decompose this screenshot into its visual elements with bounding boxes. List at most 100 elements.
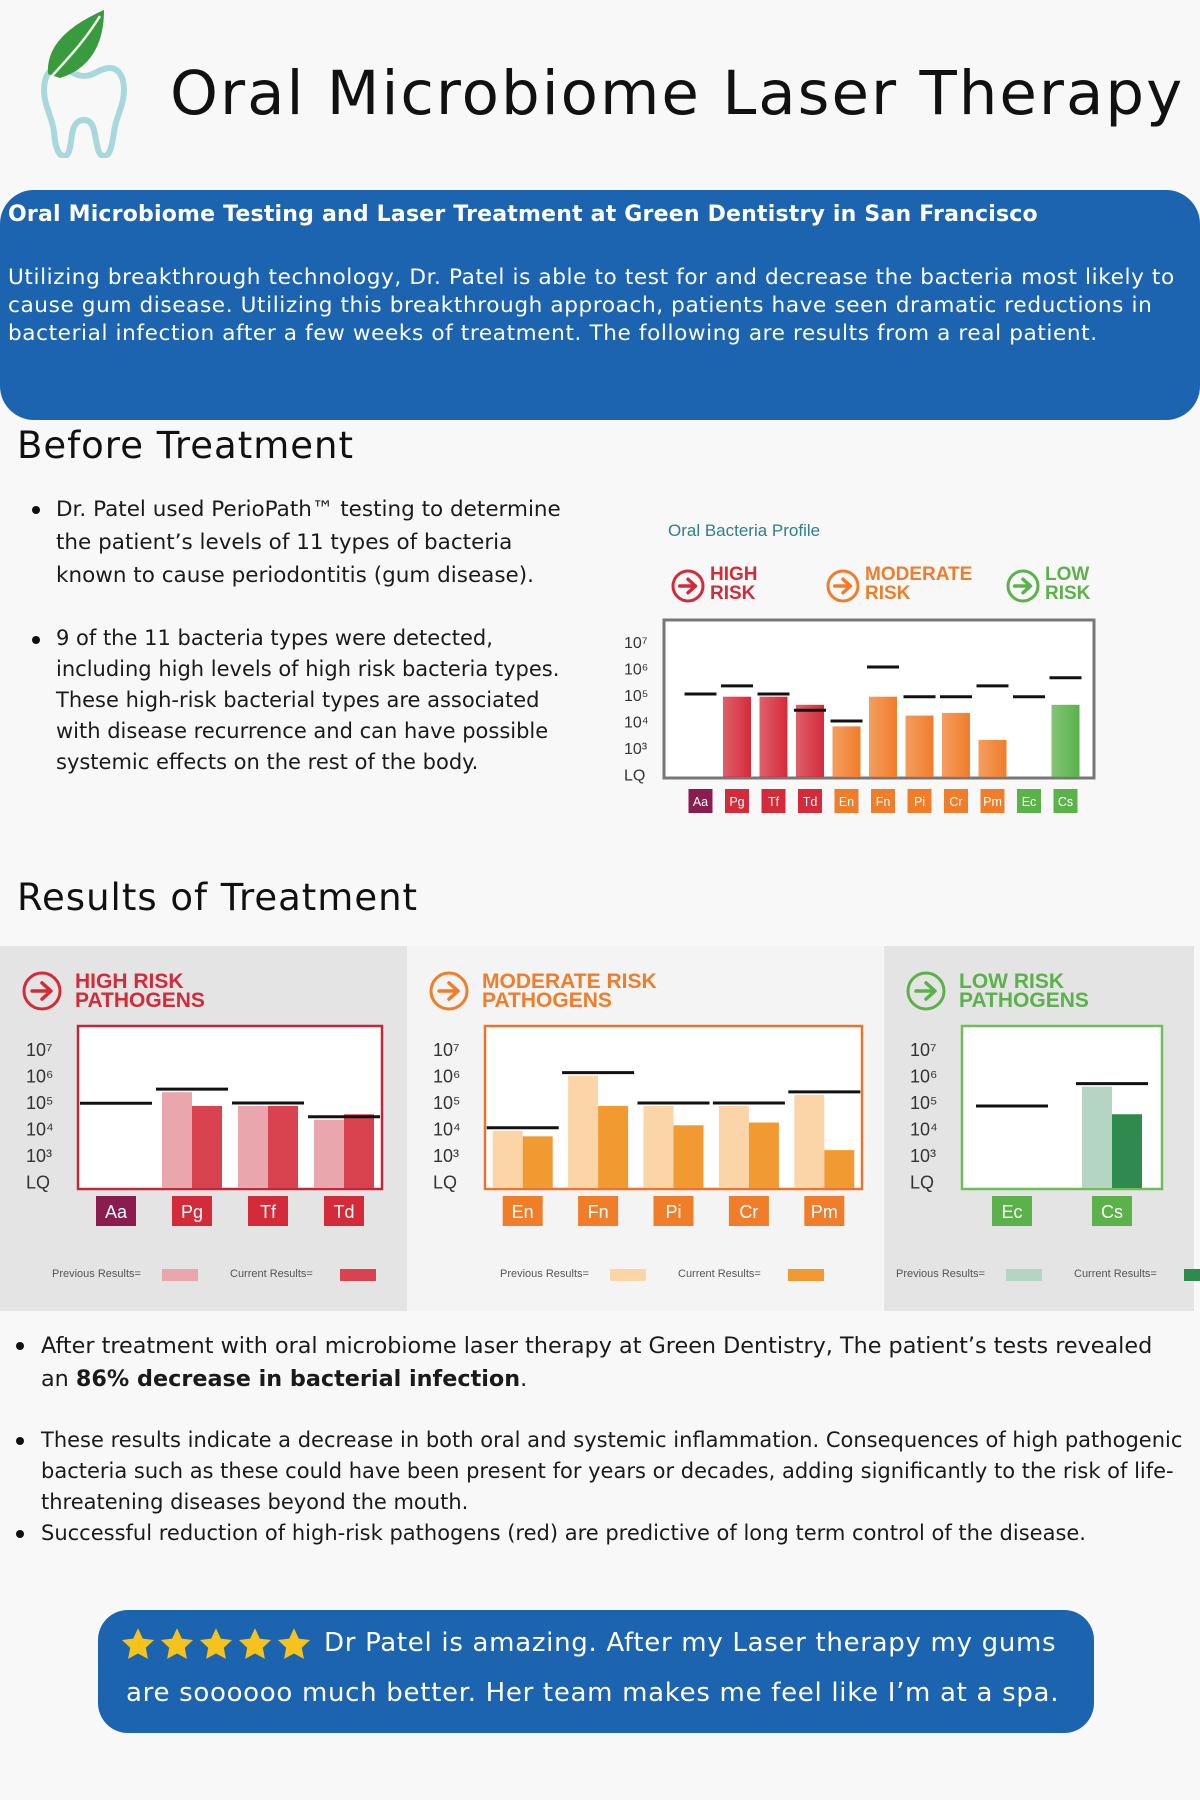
oral-bacteria-profile-chart: Oral Bacteria ProfileHIGHRISKMODERATERIS… <box>624 521 1096 813</box>
category-badge <box>1017 789 1041 813</box>
intro-card: Oral Microbiome Testing and Laser Treatm… <box>0 190 1200 420</box>
legend-label: Current Results= <box>1074 1268 1157 1280</box>
star-icon <box>160 1628 194 1659</box>
legend-label: RISK <box>865 583 911 604</box>
category-badge <box>728 1196 769 1226</box>
bar <box>192 1105 222 1188</box>
arrow-right-icon <box>22 971 62 1011</box>
legend-label: MODERATE <box>865 564 972 585</box>
highlight-text: 86% decrease in bacterial infection <box>75 1366 521 1392</box>
category-badge <box>1053 789 1078 813</box>
x-tick-label: En <box>512 1202 534 1222</box>
review-text-line-2: are soooooo much better. Her team makes … <box>126 1678 1060 1708</box>
bullet-text: After treatment with oral microbiome las… <box>41 1333 1153 1392</box>
y-tick-label: 10⁴ <box>624 715 649 732</box>
category-badge <box>725 789 749 813</box>
bar <box>673 1125 704 1188</box>
x-tick-label: Cr <box>739 1202 758 1222</box>
x-tick-label: En <box>839 795 854 809</box>
x-tick-label: Ec <box>1022 795 1037 809</box>
category-badge <box>992 1196 1032 1226</box>
x-tick-label: Pm <box>983 795 1002 809</box>
bar <box>796 704 824 777</box>
x-tick-label: Pm <box>811 1202 838 1222</box>
category-badge <box>653 1196 694 1226</box>
bar <box>492 1130 523 1188</box>
bar <box>268 1105 298 1188</box>
panel-title: HIGH RISK <box>75 970 184 993</box>
legend-label: LOW <box>1045 564 1089 585</box>
legend-label: Previous Results= <box>896 1268 985 1280</box>
y-tick-label: 10⁴ <box>910 1120 938 1140</box>
panel-title: PATHOGENS <box>75 989 205 1012</box>
y-tick-label: LQ <box>433 1173 457 1193</box>
category-badge <box>1092 1196 1132 1226</box>
y-tick-label: LQ <box>26 1173 50 1193</box>
intro-body: Utilizing breakthrough technology, Dr. P… <box>8 265 1175 346</box>
category-badge <box>804 1196 845 1226</box>
x-tick-label: Pi <box>914 795 925 809</box>
x-tick-label: Pi <box>665 1202 681 1222</box>
y-tick-label: 10³ <box>910 1146 936 1166</box>
bar <box>1051 704 1080 777</box>
category-badge <box>578 1196 619 1226</box>
x-tick-label: Cs <box>1058 795 1073 809</box>
before-bullet-list: Dr. Patel used PerioPath™ testing to det… <box>30 493 575 809</box>
list-item: 9 of the 11 bacteria types were detected… <box>30 623 575 778</box>
bar <box>314 1119 344 1188</box>
legend-label: RISK <box>710 583 756 604</box>
y-tick-label: 10⁴ <box>433 1120 461 1140</box>
legend-swatch <box>788 1269 824 1281</box>
y-tick-label: 10³ <box>26 1146 52 1166</box>
bar <box>718 1105 749 1188</box>
results-title: Results of Treatment <box>17 876 419 919</box>
x-tick-label: Td <box>333 1202 354 1222</box>
list-item: Dr. Patel used PerioPath™ testing to det… <box>30 493 575 592</box>
arrow-right-icon <box>1006 569 1040 603</box>
legend-label: Current Results= <box>230 1268 313 1280</box>
y-tick-label: 10⁵ <box>624 688 648 705</box>
bullet-text: . <box>520 1366 528 1392</box>
bar <box>344 1114 374 1188</box>
category-badge <box>248 1196 288 1226</box>
bar <box>978 739 1007 777</box>
bar <box>942 712 970 777</box>
x-tick-label: Cr <box>949 795 962 809</box>
bar <box>1112 1114 1142 1188</box>
y-tick-label: 10⁴ <box>26 1120 54 1140</box>
tooth-leaf-icon <box>40 10 128 158</box>
category-badge <box>96 1196 136 1226</box>
page-title: Oral Microbiome Laser Therapy <box>170 58 1185 129</box>
bar <box>832 726 861 777</box>
legend-label: Previous Results= <box>500 1268 589 1280</box>
bar <box>723 696 751 777</box>
legend-label: Current Results= <box>678 1268 761 1280</box>
legend-label: HIGH <box>710 564 758 585</box>
results-bullet-list: After treatment with oral microbiome las… <box>14 1330 1184 1549</box>
star-icon <box>199 1628 233 1659</box>
category-badge <box>907 789 932 813</box>
bar <box>598 1105 629 1188</box>
arrow-right-icon <box>826 569 860 603</box>
y-tick-label: 10⁵ <box>26 1093 53 1113</box>
y-tick-label: 10⁶ <box>624 662 648 679</box>
x-tick-label: Pg <box>181 1202 203 1222</box>
bar <box>869 696 897 777</box>
category-badge <box>871 789 895 813</box>
legend-label: RISK <box>1045 583 1091 604</box>
y-tick-label: 10⁶ <box>26 1067 53 1087</box>
bar <box>905 715 934 777</box>
y-tick-label: 10⁷ <box>624 635 648 652</box>
bar <box>522 1136 553 1188</box>
legend-swatch <box>340 1269 376 1281</box>
x-tick-label: Aa <box>105 1202 128 1222</box>
bar <box>794 1094 825 1188</box>
y-tick-label: 10⁵ <box>910 1093 937 1113</box>
x-tick-label: Pg <box>729 795 744 809</box>
arrow-right-icon <box>429 971 469 1011</box>
